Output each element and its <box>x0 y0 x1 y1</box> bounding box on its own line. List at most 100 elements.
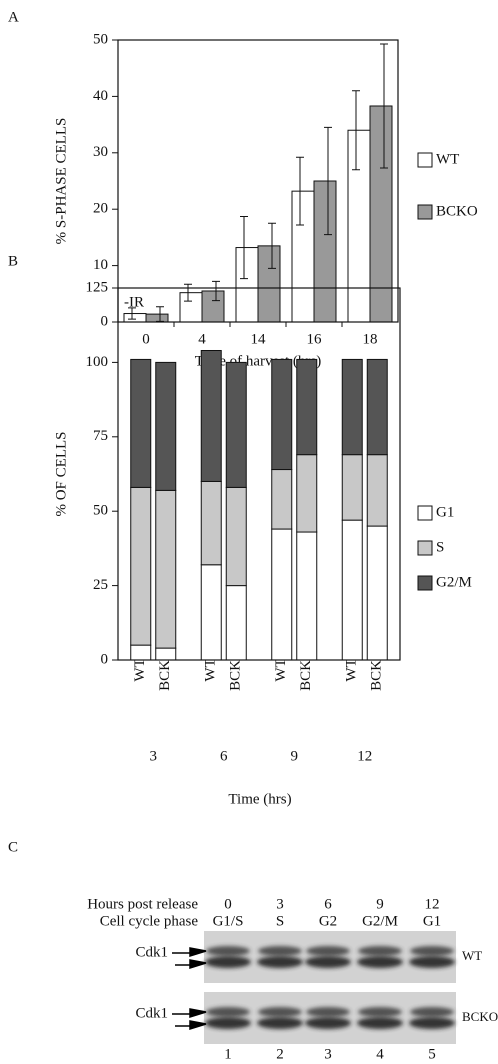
bar-segment <box>226 586 246 660</box>
y-tick-label: 50 <box>93 31 108 47</box>
phase-label: G1/S <box>213 913 244 929</box>
bar-segment <box>297 455 317 532</box>
y-tick-label: 125 <box>86 279 109 295</box>
bar <box>202 291 224 322</box>
group-label: 6 <box>220 748 228 764</box>
hour-label: 6 <box>324 896 332 912</box>
bar-segment <box>156 362 176 490</box>
y-tick-label: 50 <box>93 503 108 519</box>
bar-segment <box>367 455 387 526</box>
hour-label: 0 <box>224 896 232 912</box>
bar-segment <box>131 359 151 487</box>
bar-segment <box>342 520 362 660</box>
legend-label: G1 <box>436 504 454 520</box>
figure: A01020304050% S-PHASE CELLSTime of harve… <box>0 0 498 1064</box>
bar-segment <box>342 359 362 454</box>
lane-number: 2 <box>276 1046 284 1062</box>
bar-segment <box>367 526 387 660</box>
legend-swatch <box>418 153 432 167</box>
y-tick-label: 40 <box>93 88 108 104</box>
genotype-label: BCKO <box>462 1009 498 1024</box>
x-tick-label: WT <box>273 658 289 681</box>
x-tick-label: 4 <box>198 331 206 347</box>
bar <box>370 106 392 322</box>
bar-segment <box>131 487 151 645</box>
bar-segment <box>201 350 221 481</box>
y-tick-label: 100 <box>86 354 109 370</box>
bar <box>258 246 280 322</box>
bar <box>146 314 168 322</box>
protein-label: Cdk1 <box>135 1005 168 1021</box>
hour-label: 9 <box>376 896 384 912</box>
bar-segment <box>156 490 176 648</box>
band <box>257 956 303 968</box>
bar-segment <box>297 359 317 454</box>
legend-label: S <box>436 539 444 555</box>
bar-segment <box>272 470 292 530</box>
arrow <box>172 948 206 968</box>
bar-segment <box>272 359 292 469</box>
group-label: 3 <box>150 748 158 764</box>
header-label: Hours post release <box>87 896 198 912</box>
phase-label: G2 <box>319 913 337 929</box>
bar <box>236 248 258 322</box>
protein-label: Cdk1 <box>135 944 168 960</box>
arrow <box>172 1009 206 1029</box>
y-tick-label: 0 <box>101 651 109 667</box>
legend-swatch <box>418 506 432 520</box>
panel-label: B <box>8 253 18 269</box>
lane-number: 4 <box>376 1046 384 1062</box>
group-label: 12 <box>357 748 372 764</box>
legend-label: BCKO <box>436 203 478 219</box>
x-tick-label: 0 <box>142 331 150 347</box>
lane-number: 3 <box>324 1046 332 1062</box>
bar-segment <box>156 648 176 660</box>
band <box>409 1017 455 1029</box>
band <box>358 1007 402 1017</box>
band <box>306 1007 350 1017</box>
band <box>410 946 454 956</box>
bar-segment <box>272 529 292 660</box>
bar-segment <box>201 481 221 564</box>
panel-label: C <box>8 839 18 855</box>
annotation: -IR <box>124 294 144 310</box>
x-tick-label: 16 <box>307 331 323 347</box>
legend-swatch <box>418 205 432 219</box>
band <box>306 946 350 956</box>
band <box>305 956 351 968</box>
band <box>205 956 251 968</box>
band <box>357 1017 403 1029</box>
band <box>410 1007 454 1017</box>
legend-swatch <box>418 576 432 590</box>
header-label: Cell cycle phase <box>100 913 199 929</box>
y-axis-label: % OF CELLS <box>53 431 69 516</box>
band <box>358 946 402 956</box>
x-tick-label: 18 <box>363 331 378 347</box>
lane-number: 5 <box>428 1046 436 1062</box>
x-tick-label: WT <box>132 658 148 681</box>
bar-segment <box>367 359 387 454</box>
genotype-label: WT <box>462 948 482 963</box>
x-axis-label: Time (hrs) <box>228 791 291 807</box>
bar-segment <box>297 532 317 660</box>
bar-segment <box>226 362 246 487</box>
y-tick-label: 20 <box>93 201 108 217</box>
band <box>305 1017 351 1029</box>
y-tick-label: 30 <box>93 144 108 160</box>
hour-label: 3 <box>276 896 284 912</box>
band <box>258 1007 302 1017</box>
band <box>205 1017 251 1029</box>
x-tick-label: WT <box>203 658 219 681</box>
band <box>257 1017 303 1029</box>
legend-label: G2/M <box>436 574 472 590</box>
bar-segment <box>131 645 151 660</box>
band <box>409 956 455 968</box>
y-axis-label: % S-PHASE CELLS <box>53 118 69 245</box>
hour-label: 12 <box>425 896 440 912</box>
bar <box>180 293 202 322</box>
bar <box>124 314 146 322</box>
lane-number: 1 <box>224 1046 232 1062</box>
bar-segment <box>201 565 221 660</box>
band <box>357 956 403 968</box>
legend-label: WT <box>436 151 459 167</box>
